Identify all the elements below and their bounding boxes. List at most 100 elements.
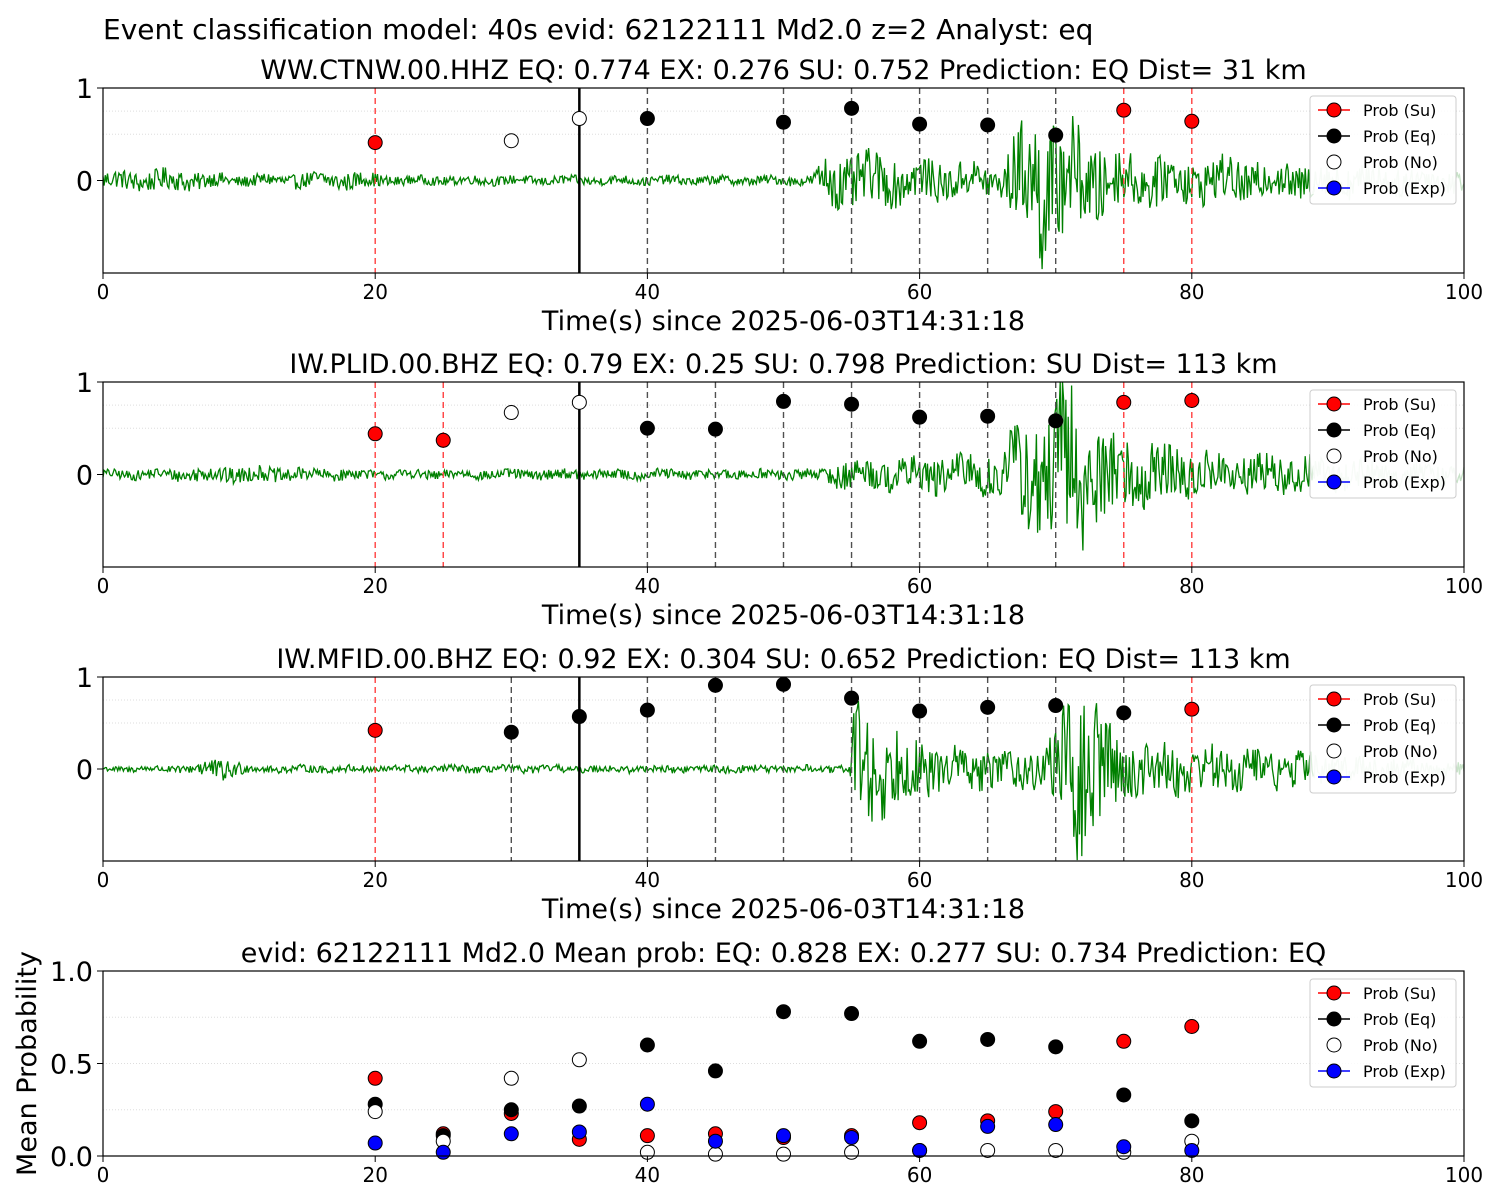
x-tick-label: 20 (362, 868, 387, 892)
prob-marker-eq (1048, 127, 1064, 143)
x-tick-label: 0 (97, 868, 110, 892)
prob-marker-no (571, 394, 587, 410)
panel-title: IW.MFID.00.BHZ EQ: 0.92 EX: 0.304 SU: 0.… (276, 644, 1290, 675)
x-tick-label: 80 (1179, 574, 1204, 598)
prob-marker-su (367, 426, 383, 442)
legend-marker-no (1326, 154, 1342, 170)
x-tick-label: 40 (635, 574, 660, 598)
series-su (367, 1019, 1200, 1147)
mean-prob-marker-su (367, 1070, 383, 1086)
prob-marker-eq (1048, 698, 1064, 714)
x-tick-label: 60 (907, 280, 932, 304)
prob-marker-su (1184, 701, 1200, 717)
x-tick-label: 80 (1179, 868, 1204, 892)
prob-marker-eq (707, 421, 723, 437)
legend-label-no: Prob (No) (1363, 153, 1438, 172)
x-tick-label: 40 (635, 868, 660, 892)
prob-marker-no (503, 405, 519, 421)
y-tick-label: 0 (76, 167, 93, 198)
prob-marker-eq (1116, 705, 1132, 721)
mean-prob-marker-no (503, 1070, 519, 1086)
legend-label-eq: Prob (Eq) (1363, 1010, 1436, 1029)
y-tick-label: 1 (76, 663, 93, 694)
legend-marker-eq (1326, 717, 1342, 733)
mean-prob-marker-exp (707, 1133, 723, 1149)
legend-marker-su (1326, 396, 1342, 412)
mean-prob-marker-no (844, 1144, 860, 1160)
figure-title: Event classification model: 40s evid: 62… (103, 13, 1094, 46)
prob-marker-su (1116, 394, 1132, 410)
prob-marker-su (367, 135, 383, 151)
x-tick-label: 20 (362, 280, 387, 304)
mean-prob-marker-su (1184, 1019, 1200, 1034)
y-tick-label: 0.0 (50, 1142, 93, 1173)
x-tick-label: 40 (635, 280, 660, 304)
mean-prob-marker-exp (1184, 1142, 1200, 1158)
mean-prob-marker-su (639, 1128, 655, 1144)
panel-title: WW.CTNW.00.HHZ EQ: 0.774 EX: 0.276 SU: 0… (260, 55, 1306, 86)
prob-marker-eq (776, 114, 791, 130)
legend-label-eq: Prob (Eq) (1363, 716, 1436, 735)
mean-prob-marker-no (707, 1146, 723, 1162)
y-tick-label: 1.0 (50, 957, 93, 988)
mean-prob-marker-eq (912, 1033, 928, 1049)
mean-prob-marker-exp (503, 1126, 519, 1142)
mean-prob-marker-no (980, 1142, 996, 1158)
prob-marker-eq (844, 100, 860, 116)
x-tick-label: 80 (1179, 280, 1204, 304)
x-tick-label: 40 (635, 1163, 660, 1187)
panel-1: WW.CTNW.00.HHZ EQ: 0.774 EX: 0.276 SU: 0… (76, 55, 1483, 337)
mean-prob-marker-exp (1048, 1117, 1064, 1133)
mean-prob-marker-no (367, 1104, 383, 1120)
mean-prob-marker-exp (912, 1142, 928, 1158)
mean-prob-marker-eq (1116, 1087, 1132, 1103)
y-tick-label: 0 (76, 461, 93, 492)
y-axis-label: Mean Probability (12, 951, 43, 1176)
prob-marker-no (503, 133, 519, 149)
series-eq (367, 1004, 1200, 1144)
x-tick-label: 100 (1445, 1163, 1483, 1187)
x-tick-label: 0 (97, 574, 110, 598)
legend-label-su: Prob (Su) (1363, 395, 1436, 414)
legend-label-su: Prob (Su) (1363, 984, 1436, 1003)
legend-label-eq: Prob (Eq) (1363, 421, 1436, 440)
prob-marker-eq (639, 420, 655, 436)
prob-marker-eq (912, 703, 928, 719)
mean-prob-marker-eq (776, 1004, 791, 1020)
legend-marker-no (1326, 448, 1342, 464)
mean-prob-marker-exp (980, 1118, 996, 1134)
y-tick-label: 1 (76, 74, 93, 105)
legend-marker-su (1326, 102, 1342, 118)
prob-marker-su (435, 432, 451, 448)
prob-marker-su (367, 722, 383, 738)
mean-prob-marker-exp (1116, 1139, 1132, 1155)
legend-label-no: Prob (No) (1363, 742, 1438, 761)
prob-marker-eq (1048, 413, 1064, 429)
mean-prob-marker-eq (844, 1006, 860, 1022)
mean-prob-marker-eq (980, 1031, 996, 1047)
prob-marker-eq (639, 702, 655, 718)
legend-marker-exp (1326, 769, 1342, 785)
mean-prob-marker-eq (639, 1037, 655, 1053)
x-axis-label: Time(s) since 2025-06-03T14:31:18 (541, 600, 1025, 631)
x-tick-label: 20 (362, 574, 387, 598)
legend-marker-exp (1326, 474, 1342, 490)
y-tick-label: 0.5 (50, 1050, 93, 1081)
legend-marker-su (1326, 985, 1342, 1001)
legend-marker-eq (1326, 1011, 1342, 1027)
prob-marker-eq (776, 676, 791, 692)
legend-marker-no (1326, 1037, 1342, 1053)
mean-prob-marker-eq (1048, 1039, 1064, 1055)
mean-prob-marker-eq (707, 1063, 723, 1079)
legend-marker-no (1326, 743, 1342, 759)
legend-label-no: Prob (No) (1363, 447, 1438, 466)
legend-marker-eq (1326, 422, 1342, 438)
mean-prob-marker-su (1048, 1104, 1064, 1120)
panel-title: IW.PLID.00.BHZ EQ: 0.79 EX: 0.25 SU: 0.7… (289, 349, 1277, 380)
x-axis-label: Time(s) since 2025-06-03T14:31:18 (541, 306, 1025, 337)
mean-prob-marker-exp (435, 1144, 451, 1160)
prob-marker-eq (980, 408, 996, 424)
mean-prob-marker-su (912, 1115, 928, 1131)
mean-prob-marker-no (776, 1146, 791, 1162)
y-tick-label: 0 (76, 755, 93, 786)
